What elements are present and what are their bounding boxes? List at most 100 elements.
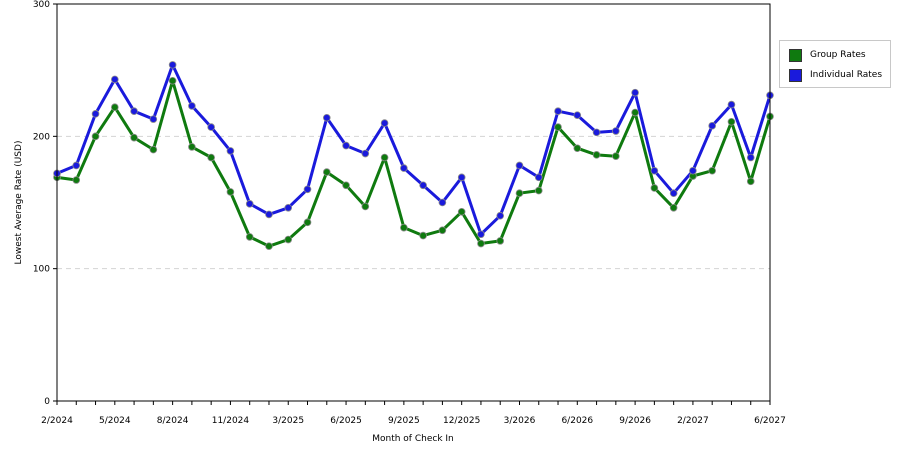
data-point (322, 114, 331, 122)
data-point (592, 151, 601, 159)
legend-label-individual-rates: Individual Rates (810, 70, 883, 80)
data-point (361, 149, 370, 158)
data-point (438, 226, 447, 235)
data-point (226, 188, 235, 196)
data-point (284, 235, 293, 244)
data-point (226, 147, 235, 155)
data-point (746, 153, 755, 162)
series-line-1 (56, 63, 772, 236)
data-point (515, 189, 524, 198)
data-point (149, 145, 158, 154)
data-point (245, 200, 254, 208)
y-tick-label: 100 (33, 265, 50, 275)
data-point (727, 100, 736, 109)
data-point (689, 166, 697, 175)
data-point (708, 166, 716, 175)
data-point (419, 231, 427, 240)
data-point (91, 132, 100, 141)
data-point (149, 115, 158, 123)
data-point (380, 119, 389, 127)
data-point (111, 75, 119, 84)
plot-frame (56, 3, 771, 402)
data-point (457, 207, 466, 216)
data-point (168, 61, 177, 69)
y-axis-title: Lowest Average Rate (USD) (14, 141, 24, 265)
x-tick-label: 2/2024 (41, 416, 73, 426)
data-point (515, 161, 524, 170)
data-point (746, 177, 755, 186)
data-point (207, 153, 215, 162)
x-tick-label: 8/2024 (157, 416, 189, 426)
data-point (91, 110, 100, 118)
data-point (342, 181, 350, 190)
data-point (303, 218, 312, 227)
data-point (400, 164, 408, 172)
data-point (245, 233, 254, 241)
data-point (592, 128, 601, 137)
y-tick-label: 200 (33, 132, 50, 142)
x-tick-label: 11/2024 (212, 416, 250, 426)
legend-swatch-group-rates (789, 48, 802, 62)
data-point (669, 189, 678, 198)
x-tick-label: 2/2027 (677, 416, 709, 426)
x-tick-label: 6/2027 (754, 416, 786, 426)
legend: Group Rates Individual Rates (779, 40, 891, 88)
data-point (207, 123, 215, 131)
data-point (168, 76, 177, 85)
data-point (631, 88, 639, 97)
data-point (612, 152, 620, 160)
data-point (534, 186, 543, 195)
x-tick-label: 3/2026 (504, 416, 536, 426)
data-point (477, 239, 485, 248)
legend-item-individual-rates: Individual Rates (789, 68, 882, 82)
data-point (130, 133, 138, 142)
data-point (400, 223, 408, 232)
data-point (631, 108, 639, 117)
data-point (265, 210, 273, 219)
legend-item-group-rates: Group Rates (789, 48, 866, 62)
data-point (554, 107, 562, 115)
data-point (380, 153, 389, 162)
data-point (265, 242, 273, 250)
data-point (111, 103, 119, 112)
data-point (612, 127, 620, 135)
data-point (496, 211, 505, 220)
data-point (727, 117, 736, 126)
series-line-0 (56, 79, 772, 248)
legend-label-group-rates: Group Rates (810, 50, 866, 60)
data-point (457, 173, 466, 182)
x-tick-label: 6/2026 (561, 416, 593, 426)
data-point (650, 184, 659, 192)
data-point (419, 181, 427, 190)
data-point (573, 144, 582, 153)
data-point (322, 168, 331, 176)
data-point (303, 185, 312, 194)
x-tick-label: 9/2025 (388, 416, 420, 426)
data-point (342, 141, 350, 150)
x-tick-label: 5/2024 (99, 416, 131, 426)
data-point (284, 203, 293, 212)
data-point (650, 166, 659, 175)
data-point (130, 107, 138, 115)
data-point (669, 203, 678, 212)
data-point (477, 230, 485, 239)
data-point (573, 111, 582, 119)
data-point (554, 123, 562, 131)
x-tick-label: 6/2025 (330, 416, 362, 426)
data-point (496, 237, 505, 245)
y-tick-label: 0 (44, 397, 50, 407)
data-point (708, 121, 716, 130)
data-point (534, 173, 543, 182)
plot-area (57, 4, 770, 401)
data-point (438, 198, 447, 207)
legend-swatch-individual-rates (789, 68, 802, 82)
x-tick-label: 3/2025 (272, 416, 304, 426)
y-tick-label: 300 (33, 0, 50, 10)
data-point (188, 143, 196, 151)
data-point (72, 176, 81, 184)
data-point (188, 102, 196, 110)
data-point (361, 202, 370, 211)
x-tick-label: 9/2026 (619, 416, 651, 426)
x-tick-label: 12/2025 (443, 416, 480, 426)
